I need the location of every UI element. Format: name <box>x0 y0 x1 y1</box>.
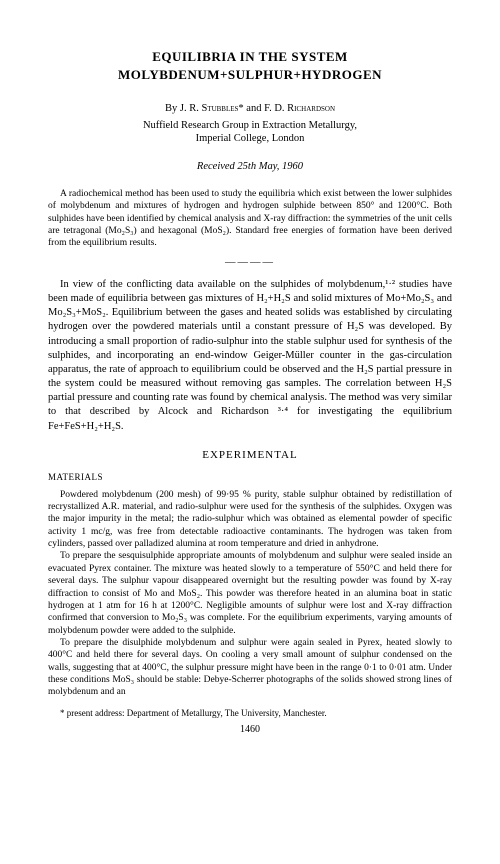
author-1: J. R. Stubbles <box>180 103 239 114</box>
author-2: F. D. Richardson <box>264 103 335 114</box>
authors-line: By J. R. Stubbles* and F. D. Richardson <box>48 102 452 116</box>
page-number: 1460 <box>48 723 452 737</box>
affiliation: Nuffield Research Group in Extraction Me… <box>48 119 452 146</box>
received-date: Received 25th May, 1960 <box>48 160 452 174</box>
body-paragraph-3: To prepare the disulphide molybdenum and… <box>48 637 452 699</box>
body-paragraph-2: To prepare the sesquisulphide appropriat… <box>48 550 452 636</box>
footnote: * present address: Department of Metallu… <box>48 707 452 719</box>
section-heading-experimental: EXPERIMENTAL <box>48 448 452 463</box>
divider: ———— <box>48 256 452 270</box>
paper-title: EQUILIBRIA IN THE SYSTEM MOLYBDENUM+SULP… <box>48 48 452 84</box>
introduction-paragraph: In view of the conflicting data availabl… <box>48 278 452 434</box>
body-paragraph-1: Powdered molybdenum (200 mesh) of 99·95 … <box>48 489 452 551</box>
subsection-materials: MATERIALS <box>48 471 452 483</box>
abstract-text: A radiochemical method has been used to … <box>48 188 452 250</box>
